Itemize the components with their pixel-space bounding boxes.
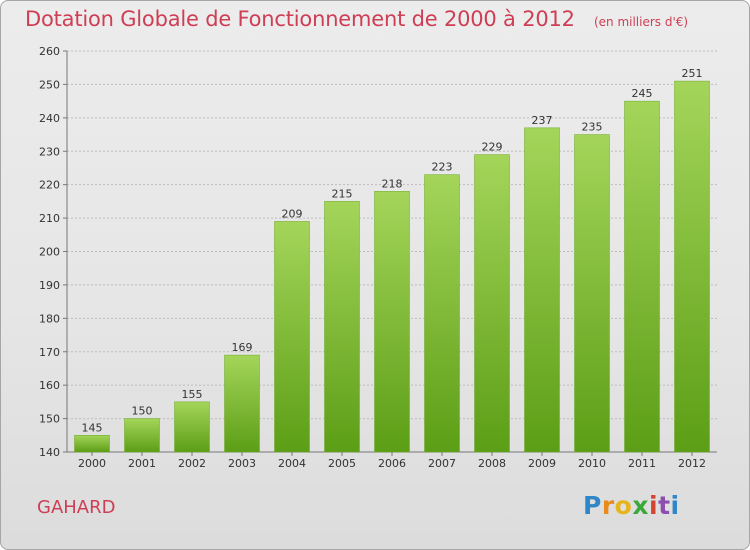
y-tick-label-170: 170 <box>39 346 60 359</box>
value-label-2003: 169 <box>232 341 253 354</box>
y-tick-label-180: 180 <box>39 312 60 325</box>
y-tick-label-200: 200 <box>39 246 60 259</box>
bar-2003 <box>224 354 260 453</box>
commune-name: GAHARD <box>37 497 116 518</box>
bar-2000 <box>74 435 110 453</box>
value-label-2006: 218 <box>382 177 403 190</box>
y-tick-label-190: 190 <box>39 279 60 292</box>
x-tick-label-2008: 2008 <box>478 457 506 470</box>
value-label-2009: 237 <box>532 114 553 127</box>
y-tick-label-160: 160 <box>39 379 60 392</box>
chart-title-block: Dotation Globale de Fonctionnement de 20… <box>25 7 688 31</box>
bar-2004 <box>274 221 310 453</box>
y-tick-label-240: 240 <box>39 112 60 125</box>
value-label-2012: 251 <box>682 67 703 80</box>
x-tick-label-2009: 2009 <box>528 457 556 470</box>
y-tick-label-140: 140 <box>39 446 60 459</box>
bar-2001 <box>124 418 160 453</box>
bar-2009 <box>524 127 560 453</box>
value-label-2011: 245 <box>632 87 653 100</box>
chart-unit: (en milliers d'€) <box>593 15 689 29</box>
value-label-2007: 223 <box>432 161 453 174</box>
value-label-2008: 229 <box>482 141 503 154</box>
value-label-2000: 145 <box>82 421 103 434</box>
value-label-2004: 209 <box>282 207 303 220</box>
value-label-2002: 155 <box>182 388 203 401</box>
x-tick-label-2005: 2005 <box>328 457 356 470</box>
bar-2010 <box>574 134 610 453</box>
x-tick-label-2003: 2003 <box>228 457 256 470</box>
x-tick-label-2007: 2007 <box>428 457 456 470</box>
y-tick-label-220: 220 <box>39 179 60 192</box>
bar-2007 <box>424 174 460 453</box>
x-tick-label-2011: 2011 <box>628 457 656 470</box>
value-label-2001: 150 <box>132 405 153 418</box>
y-tick-label-260: 260 <box>39 45 60 58</box>
x-tick-label-2000: 2000 <box>78 457 106 470</box>
bar-2012 <box>674 80 710 453</box>
x-tick-label-2012: 2012 <box>678 457 706 470</box>
chart-title: Dotation Globale de Fonctionnement de 20… <box>25 7 575 31</box>
y-tick-label-150: 150 <box>39 413 60 426</box>
x-tick-label-2004: 2004 <box>278 457 306 470</box>
y-tick-label-250: 250 <box>39 78 60 91</box>
bar-2005 <box>324 201 360 453</box>
value-label-2005: 215 <box>332 187 353 200</box>
value-label-2010: 235 <box>582 121 603 134</box>
x-tick-label-2001: 2001 <box>128 457 156 470</box>
bar-2006 <box>374 191 410 453</box>
bar-2011 <box>624 100 660 453</box>
bar-2002 <box>174 401 210 453</box>
bar-2008 <box>474 154 510 453</box>
proxiti-logo: Proxiti <box>583 491 680 520</box>
x-tick-label-2010: 2010 <box>578 457 606 470</box>
x-tick-label-2002: 2002 <box>178 457 206 470</box>
y-tick-label-210: 210 <box>39 212 60 225</box>
y-tick-label-230: 230 <box>39 145 60 158</box>
x-tick-label-2006: 2006 <box>378 457 406 470</box>
